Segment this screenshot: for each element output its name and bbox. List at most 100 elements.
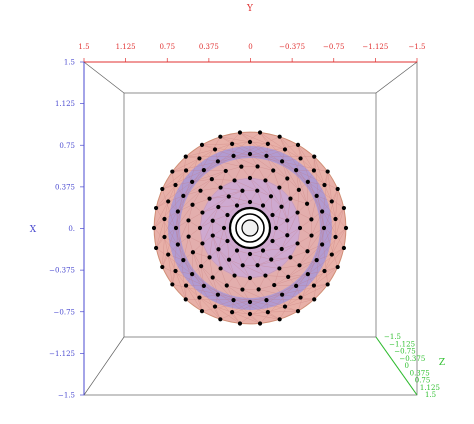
mesh-edge — [185, 158, 200, 171]
z-tick-label: −1.125 — [389, 340, 415, 348]
mesh-edge — [155, 247, 261, 324]
mesh-edge — [162, 254, 169, 268]
mesh-edge — [185, 170, 193, 182]
mesh-edge — [164, 236, 178, 245]
mesh-vertex — [298, 156, 303, 161]
mesh-vertex — [240, 263, 245, 268]
x-axis-name: X — [30, 225, 37, 235]
mesh-edge — [153, 208, 157, 229]
sphere-mesh-model[interactable] — [151, 130, 349, 326]
mesh-vertex — [218, 185, 223, 190]
mesh-vertex — [309, 217, 314, 222]
mesh-edge — [172, 156, 186, 285]
mesh-edge — [314, 156, 325, 186]
mesh-vertex — [341, 245, 347, 251]
mesh-edge — [156, 201, 169, 209]
mesh-edge — [192, 252, 202, 267]
mesh-edge — [202, 196, 229, 213]
mesh-edge — [259, 319, 280, 324]
mesh-vertex — [263, 178, 268, 183]
mesh-vertex — [225, 238, 230, 244]
mesh-edge — [324, 266, 338, 272]
mesh-vertex — [280, 292, 285, 297]
mesh-vertex — [255, 164, 260, 169]
mesh-edge — [162, 144, 203, 268]
mesh-edge — [155, 236, 165, 249]
mesh-vertex — [183, 168, 189, 173]
z-tick-label: 0.375 — [410, 369, 430, 377]
mesh-edge — [337, 247, 345, 268]
mesh-edge — [273, 170, 280, 188]
mesh-edge — [220, 136, 338, 190]
mesh-vertex — [329, 252, 334, 257]
mesh-edge — [212, 235, 219, 250]
mesh-vertex — [198, 188, 203, 193]
mesh-edge — [266, 155, 274, 171]
mesh-edge — [335, 227, 347, 238]
mesh-edge — [188, 236, 203, 244]
mesh-edge — [257, 265, 266, 276]
mesh-vertex — [325, 169, 330, 174]
mesh-vertex — [239, 164, 244, 169]
mesh-edge — [287, 178, 291, 199]
mesh-edge — [209, 235, 213, 258]
mesh-vertex — [286, 274, 291, 279]
mesh-vertex — [320, 209, 325, 214]
z-tick-label: 0 — [405, 362, 409, 370]
mesh-edge — [279, 207, 345, 320]
mesh-edge — [175, 270, 193, 275]
mesh-edge — [296, 170, 308, 182]
mesh-edge — [279, 187, 282, 207]
mesh-vertex — [173, 225, 179, 231]
mesh-vertex — [240, 188, 245, 193]
mesh-edge — [155, 207, 221, 320]
mesh-edge — [272, 214, 277, 229]
mesh-edge — [218, 249, 230, 260]
mesh-edge — [297, 243, 308, 252]
mesh-vertex — [343, 225, 349, 231]
mesh-vertex — [298, 295, 303, 300]
mesh-vertex — [247, 275, 253, 281]
mesh-vertex — [153, 245, 159, 251]
mesh-vertex — [247, 199, 253, 205]
mesh-edge — [267, 311, 280, 320]
mesh-vertex — [234, 203, 240, 208]
mesh-edge — [234, 180, 243, 191]
mesh-edge — [214, 306, 241, 324]
mesh-vertex — [247, 139, 253, 145]
mesh-edge — [162, 184, 176, 190]
mesh-edge — [155, 188, 163, 209]
mesh-edge — [227, 240, 230, 260]
mesh-edge — [168, 184, 176, 202]
mesh-edge — [279, 187, 288, 221]
mesh-vertex — [201, 283, 206, 288]
mesh-edge — [199, 158, 218, 162]
mesh-edge — [274, 273, 308, 286]
mesh-edge — [282, 161, 297, 171]
mesh-edge — [284, 149, 301, 159]
mesh-edge — [257, 259, 272, 266]
mesh-edge — [242, 289, 251, 303]
mesh-edge — [265, 268, 280, 276]
mesh-edge — [279, 310, 299, 320]
mesh-edge — [217, 161, 242, 167]
mesh-vertex — [160, 186, 165, 192]
mesh-edge — [234, 166, 242, 181]
mesh-edge — [307, 181, 325, 186]
mesh-vertex — [270, 212, 275, 218]
mesh-edge — [214, 149, 234, 157]
mesh-vertex — [186, 218, 191, 223]
y-axis-ticks: 1.5 1.125 0.75 0.375 0 −0.375 −0.75 −1.125 −1.5 — [78, 43, 426, 62]
mesh-edge — [257, 257, 291, 266]
mesh-vertex — [312, 154, 317, 159]
mesh-edge — [324, 171, 328, 186]
mesh-edge — [183, 178, 212, 197]
mesh-edge — [299, 219, 312, 229]
mesh-edge — [212, 235, 221, 269]
z-tick-label: −1.5 — [384, 333, 401, 341]
mesh-edge — [220, 136, 233, 145]
mesh-edge — [211, 170, 226, 180]
mesh-vertex — [201, 168, 206, 173]
mesh-vertex — [335, 186, 340, 192]
